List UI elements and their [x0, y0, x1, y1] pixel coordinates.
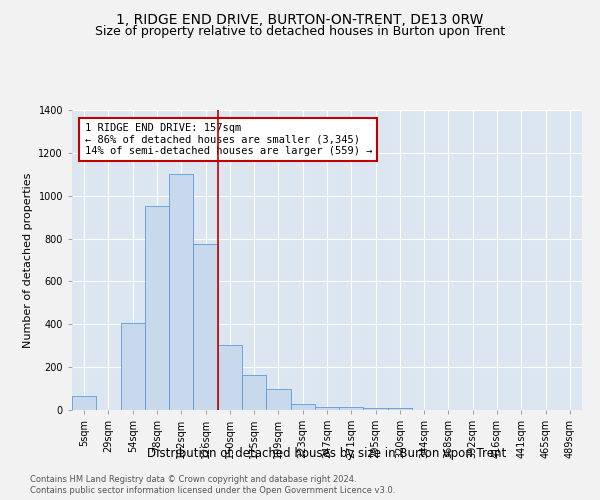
Y-axis label: Number of detached properties: Number of detached properties	[23, 172, 33, 348]
Text: Distribution of detached houses by size in Burton upon Trent: Distribution of detached houses by size …	[148, 448, 506, 460]
Bar	[266, 388, 290, 410]
Bar	[169, 174, 193, 410]
Bar	[72, 396, 96, 410]
Bar	[339, 407, 364, 410]
Text: Size of property relative to detached houses in Burton upon Trent: Size of property relative to detached ho…	[95, 25, 505, 38]
Bar	[218, 344, 242, 410]
Bar	[364, 408, 388, 410]
Bar	[315, 407, 339, 410]
Bar	[290, 404, 315, 410]
Bar	[121, 323, 145, 410]
Text: Contains public sector information licensed under the Open Government Licence v3: Contains public sector information licen…	[30, 486, 395, 495]
Bar	[388, 408, 412, 410]
Text: 1, RIDGE END DRIVE, BURTON-ON-TRENT, DE13 0RW: 1, RIDGE END DRIVE, BURTON-ON-TRENT, DE1…	[116, 12, 484, 26]
Text: Contains HM Land Registry data © Crown copyright and database right 2024.: Contains HM Land Registry data © Crown c…	[30, 475, 356, 484]
Text: 1 RIDGE END DRIVE: 157sqm
← 86% of detached houses are smaller (3,345)
14% of se: 1 RIDGE END DRIVE: 157sqm ← 86% of detac…	[85, 123, 372, 156]
Bar	[193, 244, 218, 410]
Bar	[145, 206, 169, 410]
Bar	[242, 374, 266, 410]
